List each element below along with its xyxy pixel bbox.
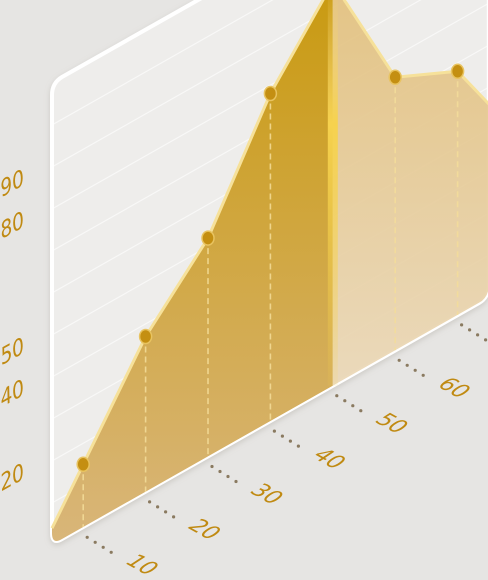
tick-dot (335, 394, 339, 398)
tick-dot (359, 409, 363, 413)
y-tick-label: 40 (0, 375, 27, 413)
x-tick: 20 (148, 500, 225, 545)
tick-dot (226, 474, 230, 479)
tick-dot (272, 429, 276, 433)
grid-line (52, 0, 488, 168)
tick-dot (234, 479, 238, 484)
grid-line (52, 0, 488, 210)
tick-dot (468, 328, 472, 332)
x-tick-label: 20 (183, 515, 225, 545)
tick-dot (397, 358, 401, 362)
x-tick-label: 30 (246, 479, 288, 509)
tick-dot (405, 363, 409, 367)
tick-dot (172, 515, 176, 519)
tick-dot (343, 399, 347, 403)
tick-dot (164, 510, 168, 514)
tick-dot (484, 338, 488, 342)
grid-line (52, 0, 488, 126)
tick-dot (109, 550, 113, 554)
tick-dot (210, 464, 214, 469)
x-tick: 60 (397, 358, 475, 403)
x-tick-label: 60 (433, 373, 475, 403)
data-point (450, 63, 465, 80)
x-tick-label: 10 (121, 550, 163, 580)
data-point (263, 85, 278, 102)
tick-dot (148, 500, 152, 504)
y-tick-label: 80 (0, 207, 27, 245)
x-tick-label: 50 (370, 408, 412, 438)
highlight-beam (327, 0, 338, 386)
x-tick: 30 (210, 464, 288, 510)
y-tick-label: 20 (0, 459, 27, 497)
y-axis-ticks: 20 40 50 80 90 (0, 165, 27, 497)
y-tick-label: 90 (0, 165, 27, 203)
drop-lines (82, 71, 459, 528)
beam-glow (327, 0, 338, 386)
tick-dot (93, 540, 97, 544)
tick-dot (413, 368, 417, 372)
tick-dot (288, 439, 292, 443)
data-point (388, 69, 402, 86)
x-tick: 50 (335, 394, 412, 439)
data-point (201, 230, 215, 246)
tick-dot (476, 333, 480, 337)
x-tick: 40 (272, 429, 350, 474)
x-tick: 10 (85, 535, 163, 580)
tick-dot (101, 545, 105, 549)
tick-dot (421, 373, 425, 377)
tick-dot (280, 434, 284, 438)
data-points (76, 63, 465, 473)
tick-dot (351, 404, 355, 408)
x-tick: 70 (460, 323, 488, 342)
data-point (138, 328, 153, 345)
x-tick-label: 40 (308, 444, 350, 474)
tick-dot (296, 444, 300, 448)
tick-dot (218, 469, 222, 474)
area-fill-right (332, 0, 488, 386)
data-point (76, 456, 90, 473)
tick-dot (156, 505, 160, 509)
tick-dot (460, 323, 464, 327)
y-tick-label: 50 (0, 333, 27, 371)
tick-dot (85, 535, 89, 539)
